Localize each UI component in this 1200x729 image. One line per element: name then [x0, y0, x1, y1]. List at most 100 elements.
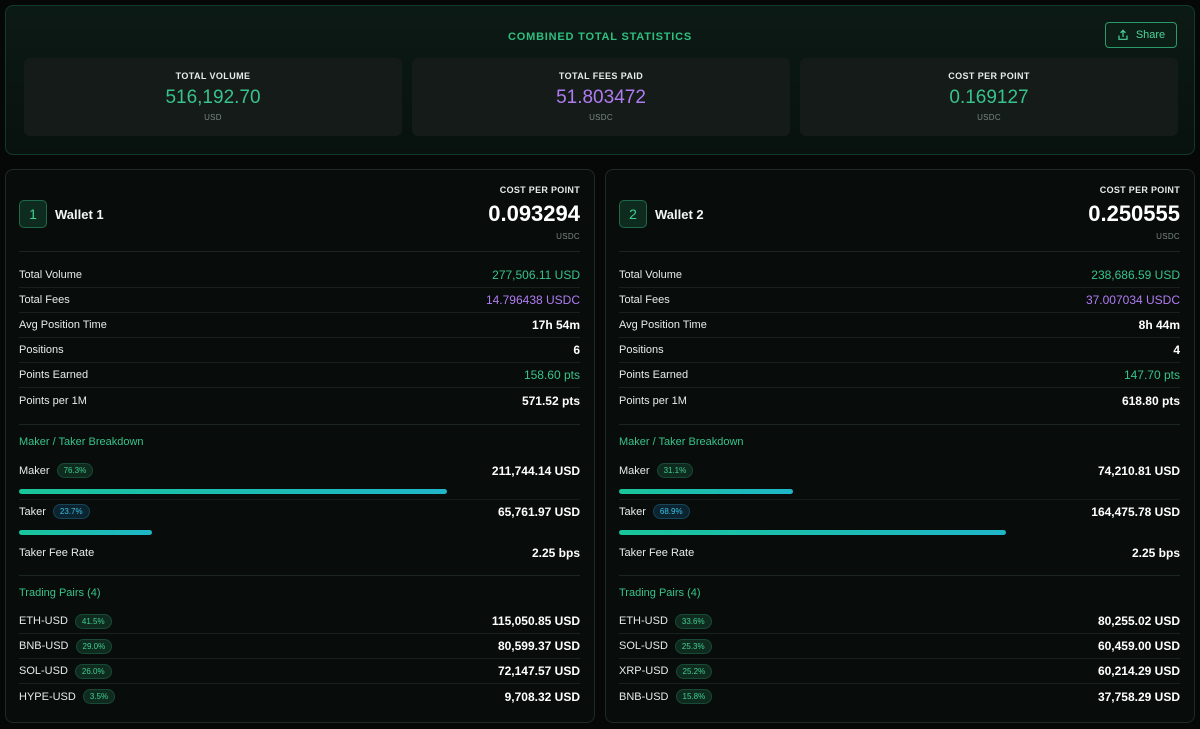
- stat-row-label: Points per 1M: [619, 394, 687, 407]
- taker-label: Taker: [19, 505, 46, 518]
- share-icon: [1118, 29, 1128, 40]
- wallet-header: 2 Wallet 2 COST PER POINT 0.250555 USDC: [619, 170, 1180, 252]
- stat-row: Points Earned 158.60 pts: [19, 363, 580, 388]
- taker-pct-badge: 68.9%: [652, 504, 690, 519]
- wallet-panel-2: 2 Wallet 2 COST PER POINT 0.250555 USDC Total…: [605, 169, 1195, 723]
- pair-value: 37,758.29 USD: [1097, 689, 1180, 704]
- stat-row: Positions 6: [19, 338, 580, 363]
- combined-title: COMBINED TOTAL STATISTICS: [508, 31, 692, 43]
- maker-progress-fill: [19, 489, 448, 494]
- taker-progress-bar: [619, 530, 1180, 535]
- maker-progress-fill: [619, 489, 794, 494]
- stat-row: Points per 1M 571.52 pts: [19, 388, 580, 413]
- pair-value: 60,214.29 USD: [1097, 664, 1180, 678]
- stat-row: Total Volume 277,506.11 USD: [19, 263, 580, 288]
- cost-per-point-unit: USDC: [556, 232, 580, 241]
- pair-name: HYPE-USD: [19, 690, 76, 703]
- pair-pct-badge: 15.8%: [675, 689, 713, 704]
- trading-pair-row: XRP-USD 25.2% 60,214.29 USD: [619, 659, 1180, 684]
- trading-pair-row: ETH-USD 41.5% 115,050.85 USD: [19, 609, 580, 634]
- maker-pct-badge: 76.3%: [56, 463, 94, 478]
- pair-name: ETH-USD: [619, 615, 668, 627]
- cost-per-point-unit: USDC: [1156, 232, 1180, 241]
- fee-rate-label: Taker Fee Rate: [19, 546, 95, 559]
- fee-rate-value: 2.25 bps: [1131, 545, 1180, 560]
- maker-value: 74,210.81 USD: [1097, 463, 1180, 478]
- divider: [619, 499, 1180, 500]
- fee-rate-label: Taker Fee Rate: [619, 546, 695, 559]
- stat-row-label: Avg Position Time: [619, 319, 707, 331]
- divider: [619, 424, 1180, 425]
- pair-value: 60,459.00 USD: [1097, 639, 1180, 653]
- share-button[interactable]: Share: [1105, 22, 1177, 48]
- pair-value: 80,599.37 USD: [497, 639, 580, 653]
- divider: [19, 499, 580, 500]
- taker-fee-rate-row: Taker Fee Rate 2.25 bps: [619, 540, 1180, 565]
- stat-row-value: 8h 44m: [1138, 318, 1180, 332]
- pair-pct-badge: 33.6%: [674, 613, 712, 629]
- cost-per-point-label: COST PER POINT: [499, 185, 580, 195]
- stat-row: Avg Position Time 17h 54m: [19, 313, 580, 338]
- cost-per-point-label: COST PER POINT: [1099, 185, 1180, 195]
- trading-pairs-title: Trading Pairs (4): [19, 587, 101, 599]
- stat-label: TOTAL VOLUME: [175, 71, 251, 81]
- pair-name: BNB-USD: [19, 640, 69, 652]
- stat-row-value: 4: [1173, 343, 1180, 357]
- trading-pair-row: SOL-USD 26.0% 72,147.57 USD: [19, 659, 580, 684]
- taker-progress-fill: [619, 530, 1006, 535]
- pair-name: ETH-USD: [19, 615, 68, 627]
- stat-unit: USDC: [589, 113, 613, 122]
- stat-row: Total Volume 238,686.59 USD: [619, 263, 1180, 288]
- maker-label: Maker: [19, 464, 50, 477]
- trading-pair-row: HYPE-USD 3.5% 9,708.32 USD: [19, 684, 580, 709]
- cost-per-point-card: COST PER POINT 0.169127 USDC: [800, 58, 1178, 136]
- stat-label: COST PER POINT: [948, 71, 1030, 81]
- wallet-number-badge: 1: [19, 200, 47, 228]
- stat-row: Total Fees 37.007034 USDC: [619, 288, 1180, 313]
- stat-row-value: 17h 54m: [531, 318, 580, 332]
- stat-row-label: Points Earned: [19, 369, 89, 381]
- divider: [619, 575, 1180, 576]
- stat-row-label: Total Volume: [619, 269, 682, 281]
- stat-row-value: 277,506.11 USD: [492, 268, 580, 282]
- fee-rate-value: 2.25 bps: [531, 545, 580, 560]
- stat-row-label: Positions: [19, 344, 64, 356]
- stat-row-value: 6: [573, 343, 580, 357]
- stat-row: Points Earned 147.70 pts: [619, 363, 1180, 388]
- pair-name: SOL-USD: [619, 640, 668, 652]
- stat-row-value: 14.796438 USDC: [485, 293, 580, 307]
- combined-statistics-panel: COMBINED TOTAL STATISTICS Share TOTAL VO…: [5, 5, 1195, 155]
- trading-pairs-title: Trading Pairs (4): [619, 587, 701, 599]
- taker-value: 164,475.78 USD: [1091, 504, 1180, 519]
- stat-row-value: 238,686.59 USD: [1091, 268, 1180, 282]
- wallet-panel-1: 1 Wallet 1 COST PER POINT 0.093294 USDC Total…: [5, 169, 595, 723]
- maker-label: Maker: [619, 464, 650, 477]
- wallet-name: Wallet 2: [655, 207, 704, 222]
- stat-unit: USD: [204, 113, 222, 122]
- maker-value: 211,744.14 USD: [491, 463, 580, 478]
- cost-per-point-value: 0.093294: [488, 201, 580, 226]
- wallet-header: 1 Wallet 1 COST PER POINT 0.093294 USDC: [19, 170, 580, 252]
- stat-row-label: Points Earned: [619, 369, 689, 381]
- taker-progress-fill: [19, 530, 152, 535]
- pair-value: 115,050.85 USD: [491, 614, 580, 628]
- pair-pct-badge: 3.5%: [82, 689, 116, 704]
- stat-row-label: Total Fees: [19, 294, 70, 306]
- stat-row: Positions 4: [619, 338, 1180, 363]
- stat-row-value: 147.70 pts: [1123, 368, 1180, 382]
- stat-row: Total Fees 14.796438 USDC: [19, 288, 580, 313]
- pair-value: 72,147.57 USD: [497, 664, 580, 678]
- taker-row: Taker 68.9% 164,475.78 USD: [619, 499, 1180, 524]
- trading-pair-row: BNB-USD 29.0% 80,599.37 USD: [19, 634, 580, 659]
- trading-pair-row: BNB-USD 15.8% 37,758.29 USD: [619, 684, 1180, 709]
- pair-name: BNB-USD: [619, 690, 669, 703]
- stat-row-label: Points per 1M: [19, 394, 87, 407]
- cost-per-point-value: 0.250555: [1088, 201, 1180, 226]
- pair-value: 80,255.02 USD: [1097, 614, 1180, 628]
- stat-row-label: Avg Position Time: [19, 319, 107, 331]
- stat-unit: USDC: [977, 113, 1001, 122]
- breakdown-title: Maker / Taker Breakdown: [19, 436, 144, 448]
- stat-row-label: Positions: [619, 344, 664, 356]
- share-label: Share: [1135, 29, 1166, 41]
